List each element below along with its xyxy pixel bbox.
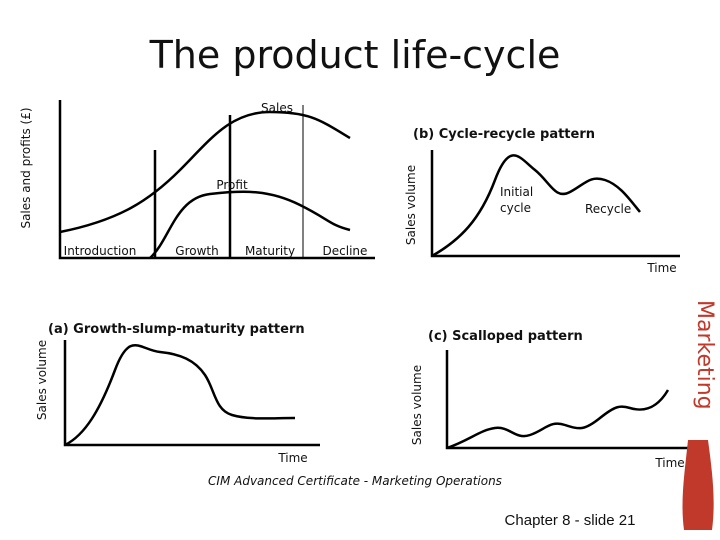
diagram-c: (c) Scalloped pattern Sales volume Time	[410, 329, 688, 470]
pattern-label: Recycle	[585, 202, 631, 216]
profit-curve	[149, 190, 351, 259]
title: The product life-cycle	[149, 33, 561, 77]
curve	[431, 154, 641, 258]
axes	[430, 150, 680, 258]
diagram-b: (b) Cycle-recycle pattern Sales volume T…	[404, 127, 680, 275]
axes	[63, 340, 320, 447]
sales-curve	[59, 110, 351, 234]
footer: Chapter 8 - slide 21	[505, 512, 636, 529]
main-diagram: Sales and profits (£) Sales Profit Intro…	[19, 100, 375, 260]
diagram-title: (a) Growth-slump-maturity pattern	[48, 322, 305, 337]
x-axis-label: Time	[654, 456, 684, 470]
source: CIM Advanced Certificate - Marketing Ope…	[208, 474, 502, 488]
pattern-label: cycle	[500, 201, 531, 215]
curve	[64, 344, 296, 447]
y-axis-label: Sales volume	[35, 340, 49, 420]
y-axis-label: Sales volume	[410, 365, 424, 445]
stage-label: Introduction	[64, 244, 137, 258]
pattern-label: Initial	[500, 185, 533, 199]
stage-label: Decline	[323, 244, 368, 258]
y-axis-label: Sales volume	[404, 165, 418, 245]
diagram-title: (c) Scalloped pattern	[428, 329, 583, 344]
stage-label: Growth	[175, 244, 218, 258]
y-axis-label: Sales and profits (£)	[19, 107, 33, 228]
axes	[445, 350, 688, 450]
curve-label: Sales	[261, 101, 293, 115]
stage-label: Maturity	[245, 244, 295, 258]
diagram-a: (a) Growth-slump-maturity pattern Sales …	[35, 322, 320, 465]
axes	[58, 100, 375, 260]
side-text: Marketing	[692, 300, 717, 410]
curve	[446, 389, 670, 450]
x-axis-label: Time	[277, 451, 307, 465]
diagram-title: (b) Cycle-recycle pattern	[413, 127, 595, 142]
x-axis-label: Time	[646, 261, 676, 275]
curve-label: Profit	[216, 178, 248, 192]
bottle-decoration	[682, 440, 714, 530]
